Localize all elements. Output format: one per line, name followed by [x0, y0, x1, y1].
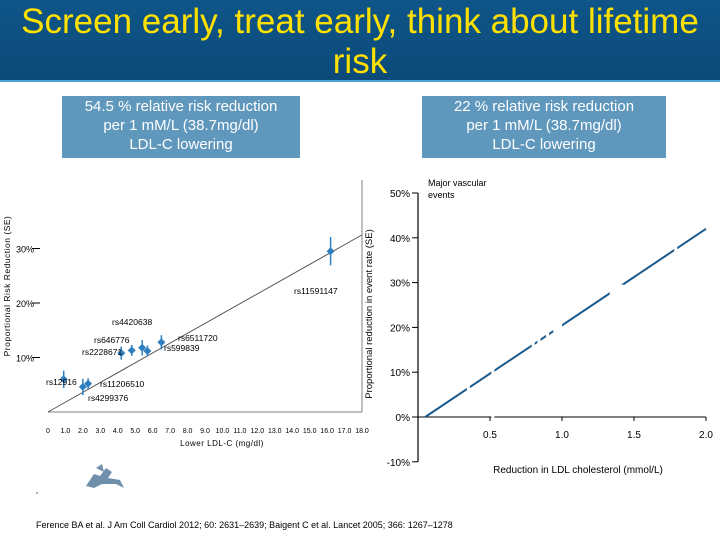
- right-callout-line-3: LDL-C lowering: [492, 136, 596, 153]
- slide-title: Screen early, treat early, think about l…: [21, 2, 699, 81]
- right-y-tick-label: 0%: [396, 413, 411, 424]
- left-point-label: rs2228671: [82, 347, 122, 357]
- left-data-point: [326, 247, 335, 256]
- left-point-label: rs12916: [46, 377, 77, 387]
- right-callout-box: 22 % relative risk reduction per 1 mM/L …: [422, 96, 666, 158]
- right-x-axis-title: Reduction in LDL cholesterol (mmol/L): [493, 465, 663, 476]
- left-y-tick-label: 10%: [16, 354, 34, 364]
- left-x-tick-label: 14.0: [285, 428, 299, 435]
- right-fit-line: [424, 228, 707, 418]
- right-data-point: [530, 315, 536, 321]
- right-data-point: [568, 235, 574, 241]
- left-data-point: [117, 349, 126, 358]
- st-georges-logo-icon: [36, 462, 130, 494]
- left-x-tick-label: 6.0: [148, 428, 158, 435]
- left-x-tick-label: 4.0: [113, 428, 123, 435]
- left-x-tick-label: 8.0: [183, 428, 193, 435]
- left-data-point: [84, 379, 93, 388]
- left-data-point: [127, 346, 136, 355]
- left-x-tick-label: 17.0: [338, 428, 352, 435]
- left-x-tick-label: 10.0: [216, 428, 230, 435]
- right-x-tick-label: 0.5: [483, 430, 497, 441]
- left-y-tick-label: 20%: [16, 299, 34, 309]
- logo-name: St George's: [118, 498, 197, 515]
- title-bar: [0, 0, 720, 82]
- left-x-tick-label: 12.0: [251, 428, 265, 435]
- footer-citation: Ference BA et al. J Am Coll Cardiol 2012…: [36, 520, 453, 530]
- left-callout-box: 54.5 % relative risk reduction per 1 mM/…: [62, 96, 300, 158]
- left-callout-line-1: 54.5 % relative risk reduction: [84, 98, 278, 115]
- right-x-tick-label: 1.5: [627, 430, 641, 441]
- left-y-axis-title: Proportional Risk Reduction (SE): [2, 216, 12, 357]
- right-data-point: [545, 311, 551, 317]
- left-x-tick-label: 5.0: [130, 428, 140, 435]
- logo-subtitle: University of London: [118, 512, 173, 518]
- right-data-point: [555, 315, 561, 321]
- right-x-tick-label: 2.0: [699, 430, 713, 441]
- left-callout-line-2: per 1 mM/L (38.7mg/dl): [103, 117, 259, 134]
- left-y-tick-label: 30%: [16, 245, 34, 255]
- left-callout-line-3: LDL-C lowering: [129, 136, 233, 153]
- left-point-label: rs646776: [94, 335, 130, 345]
- left-fit-line: [47, 234, 363, 413]
- left-data-point: [78, 382, 87, 391]
- right-data-point: [609, 284, 624, 299]
- right-y-tick-label: 20%: [390, 323, 410, 334]
- left-x-axis-title: Lower LDL-C (mg/dl): [180, 439, 264, 448]
- right-data-point: [465, 367, 471, 373]
- left-x-tick-label: 1.0: [61, 428, 71, 435]
- right-y-axis-title: Proportional reduction in event rate (SE…: [364, 229, 375, 399]
- left-x-tick-label: 2.0: [78, 428, 88, 435]
- right-legend-label: Major vascular: [428, 178, 487, 188]
- left-point-label: rs599839: [164, 343, 200, 353]
- right-callout-line-1: 22 % relative risk reduction: [453, 98, 635, 115]
- right-y-tick-label: 30%: [390, 279, 410, 290]
- left-x-tick-label: 0: [46, 428, 50, 435]
- left-point-label: rs4299376: [88, 393, 128, 403]
- right-data-point: [536, 298, 542, 304]
- right-legend-label: events: [428, 190, 455, 200]
- left-x-tick-label: 3.0: [95, 428, 105, 435]
- left-point-label: rs11591147: [294, 286, 338, 296]
- title-underline: [0, 80, 720, 82]
- right-y-tick-label: 40%: [390, 234, 410, 245]
- left-x-tick-label: 16.0: [320, 428, 334, 435]
- left-data-point: [143, 346, 152, 355]
- right-callout-line-2: per 1 mM/L (38.7mg/dl): [466, 117, 622, 134]
- right-data-point: [552, 320, 558, 326]
- left-point-label: rs6511720: [178, 333, 218, 343]
- left-x-tick-label: 11.0: [233, 428, 246, 435]
- right-y-tick-label: 50%: [390, 189, 410, 200]
- left-data-point: [59, 375, 68, 384]
- left-x-tick-label: 7.0: [165, 428, 175, 435]
- left-data-point: [138, 343, 147, 352]
- right-data-point: [671, 253, 681, 263]
- left-data-point: [157, 338, 166, 347]
- left-x-tick-label: 15.0: [303, 428, 317, 435]
- right-data-point: [490, 383, 496, 389]
- right-y-tick-label: 10%: [390, 368, 410, 379]
- right-x-tick-label: 1.0: [555, 430, 569, 441]
- left-x-tick-label: 13.0: [268, 428, 282, 435]
- right-y-tick-label: -10%: [387, 458, 410, 469]
- right-data-point: [558, 286, 564, 292]
- left-point-label: rs4420638: [112, 317, 152, 327]
- left-x-tick-label: 9.0: [200, 428, 210, 435]
- left-point-label: rs11206510: [100, 379, 145, 389]
- left-x-tick-label: 18.0: [355, 428, 369, 435]
